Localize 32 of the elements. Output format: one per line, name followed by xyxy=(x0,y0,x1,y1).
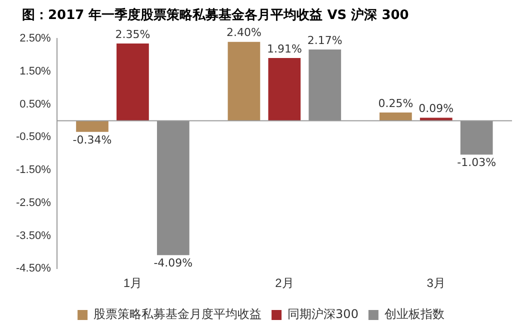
x-tick-label: 2月 xyxy=(275,276,294,290)
legend-label: 创业板指数 xyxy=(384,307,444,322)
bar xyxy=(460,120,493,155)
data-label: -4.09% xyxy=(154,256,193,270)
x-tick-label: 3月 xyxy=(426,276,446,290)
data-label: 2.35% xyxy=(115,28,150,41)
x-tick-label: 1月 xyxy=(123,276,142,290)
y-tick-label: 2.50% xyxy=(20,32,52,45)
data-label: -1.03% xyxy=(457,156,496,169)
bar xyxy=(156,120,190,256)
bar xyxy=(308,49,342,121)
y-tick-label: -1.50% xyxy=(16,164,52,176)
bar xyxy=(268,58,301,121)
bar xyxy=(76,120,108,132)
bar xyxy=(228,42,260,121)
data-label: 0.25% xyxy=(378,96,414,110)
data-label: 2.17% xyxy=(307,34,342,47)
bar xyxy=(116,44,149,121)
legend-label: 同期沪深300 xyxy=(288,307,358,322)
y-tick-label: -2.50% xyxy=(16,196,52,209)
data-label: -0.34% xyxy=(72,133,112,146)
y-tick-label: 1.50% xyxy=(20,65,52,78)
data-label: 0.09% xyxy=(418,102,454,116)
bar xyxy=(380,112,412,121)
y-tick-label: -0.50% xyxy=(16,131,52,144)
y-tick-label: -4.50% xyxy=(16,262,52,275)
legend-label: 股票策略私募基金月度平均收益 xyxy=(94,307,262,322)
chart-title: 图：2017 年一季度股票策略私募基金各月平均收益 VS 沪深 300 xyxy=(21,6,410,25)
y-tick-label: 0.50% xyxy=(20,98,52,110)
data-label: 1.91% xyxy=(266,42,302,56)
data-label: 2.40% xyxy=(226,26,262,40)
y-tick-label: -3.50% xyxy=(16,230,52,242)
